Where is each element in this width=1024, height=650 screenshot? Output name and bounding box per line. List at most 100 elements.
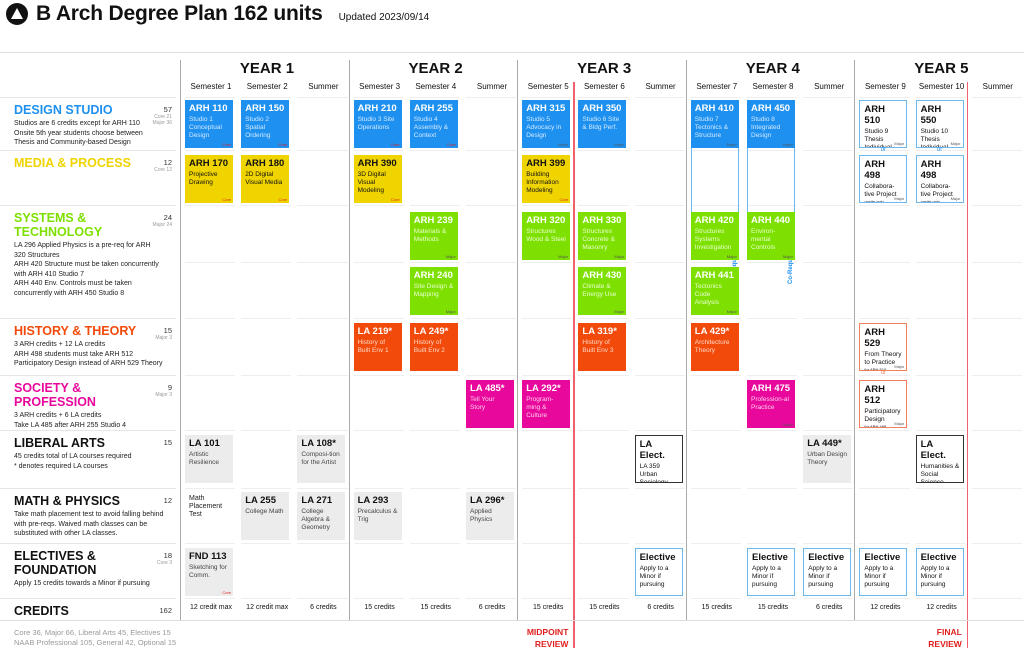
course-card-elective[interactable]: Elective Apply to a Minor if pursuing	[859, 548, 908, 596]
course-code: LA 108*	[301, 438, 336, 449]
units-total: 162	[159, 606, 172, 615]
course-note: onsite only	[864, 199, 884, 203]
course-name: Tectonics Code Analysis	[694, 283, 722, 306]
course-card-la-101[interactable]: LA 101 Artistic Resilience	[185, 435, 233, 483]
course-card-la-271[interactable]: LA 271 College Algebra & Geometry	[297, 492, 346, 540]
course-card-arh-210[interactable]: ARH 210 Studio 3 Site Operations Core	[353, 100, 402, 148]
course-card-la-292[interactable]: LA 292* Program-ming & Culture	[522, 380, 571, 428]
category-description: 3 ARH credits + 12 LA credits ARH 498 stu…	[14, 341, 163, 367]
row-separator	[185, 318, 236, 319]
course-card-arh-399[interactable]: ARH 399 Building Information Modeling Core	[522, 155, 571, 203]
course-tag: Major	[558, 254, 569, 259]
row-separator	[522, 598, 573, 599]
course-card-arh-512[interactable]: ARH 512 Participatory Design for ARH 498 Ma…	[859, 380, 908, 428]
course-card-la-293[interactable]: LA 293 Precalculus & Trig	[353, 492, 402, 540]
row-separator	[522, 375, 573, 376]
semester-credits: 6 credits	[647, 604, 674, 611]
course-card-arh-475[interactable]: ARH 475 Profession-al Practice Major	[747, 380, 795, 428]
course-tag: Major	[726, 254, 737, 259]
course-card-la-elect[interactable]: LA Elect. Humanities & Social Science	[915, 435, 964, 483]
row-separator	[859, 375, 910, 376]
row-separator	[578, 318, 629, 319]
course-name: Climate & Energy Use	[582, 283, 617, 298]
course-code: ARH 475	[751, 383, 791, 394]
category-design-studio: DESIGN STUDIO Studios are 6 credits excep…	[0, 97, 176, 148]
course-card-arh-450[interactable]: ARH 450 Studio 8 Integrated Design Major	[747, 100, 795, 148]
course-tag: Major	[614, 254, 625, 259]
course-card-fnd-113[interactable]: FND 113 Sketching for Comm. Core	[185, 548, 233, 596]
course-card-arh-410[interactable]: ARH 410 Studio 7 Tectonics & Structure Maj…	[690, 100, 739, 148]
row-separator	[409, 97, 460, 98]
course-card-arh-110[interactable]: ARH 110 Studio 1 Conceptual Design Core	[185, 100, 233, 148]
course-card-arh-320[interactable]: ARH 320 Structures Wood & Steel Major	[522, 212, 571, 260]
course-tag: Core	[390, 142, 400, 147]
course-card-arh-150[interactable]: ARH 150 Studio 2 Spatial Ordering Core	[241, 100, 290, 148]
or-label: or	[880, 147, 887, 153]
course-card-arh-510[interactable]: ARH 510 Studio 9 Thesis Individual Major	[859, 100, 908, 148]
course-card-arh-430[interactable]: ARH 430 Climate & Energy Use Major	[578, 267, 627, 315]
course-card-arh-498[interactable]: ARH 498 Collabora-tive Project onsite only…	[859, 155, 908, 203]
row-separator	[634, 97, 685, 98]
header-divider	[0, 52, 1024, 53]
course-code: LA 255	[245, 495, 276, 506]
row-separator	[241, 150, 292, 151]
course-card-la-485[interactable]: LA 485* Tell Your Story	[466, 380, 514, 428]
course-card-arh-440[interactable]: ARH 440 Environ-mental Controls Major	[747, 212, 795, 260]
course-card-arh-170[interactable]: ARH 170 Projective Drawing Core	[185, 155, 233, 203]
course-name: Structures Concrete & Masonry	[582, 228, 615, 251]
row-separator	[185, 430, 236, 431]
course-card-arh-315[interactable]: ARH 315 Studio 5 Advocacy in Design Major	[522, 100, 571, 148]
row-separator	[634, 375, 685, 376]
units-sub: Major 3	[155, 392, 172, 398]
school-logo-icon	[6, 3, 28, 25]
course-card-la-449[interactable]: LA 449* Urban Design Theory	[803, 435, 852, 483]
course-card-elective[interactable]: Elective Apply to a Minor if pursuing	[803, 548, 852, 596]
course-card-elective[interactable]: Elective Apply to a Minor if pursuing	[915, 548, 964, 596]
category-units: 9 Major 3	[155, 383, 172, 398]
course-card-arh-441[interactable]: ARH 441 Tectonics Code Analysis Major	[690, 267, 739, 315]
course-card-la-elect[interactable]: LA Elect. LA 359 Urban Sociology	[634, 435, 683, 483]
course-card-arh-330[interactable]: ARH 330 Structures Concrete & Masonry Majo…	[578, 212, 627, 260]
course-card-arh-180[interactable]: ARH 180 2D Digital Visual Media Core	[241, 155, 290, 203]
units-total: 18	[163, 551, 172, 560]
course-card-note[interactable]: Math Placement Test	[185, 492, 233, 540]
course-card-arh-240[interactable]: ARH 240 Site Design & Mapping Major	[409, 267, 458, 315]
course-card-la-219[interactable]: LA 219* History of Built Env 1	[353, 323, 402, 371]
course-card-arh-390[interactable]: ARH 390 3D Digital Visual Modeling Core	[353, 155, 402, 203]
course-name: From Theory to Practice	[864, 351, 902, 366]
course-card-la-319[interactable]: LA 319* History of Built Env 3	[578, 323, 627, 371]
course-card-arh-255[interactable]: ARH 255 Studio 4 Assembly & Context Core	[409, 100, 458, 148]
year-header: YEAR 4	[745, 60, 800, 77]
course-card-elective[interactable]: Elective Apply to a Minor if pursuing	[634, 548, 683, 596]
course-card-arh-420[interactable]: ARH 420 Structures Systems Investigation M…	[690, 212, 739, 260]
course-card-la-249[interactable]: LA 249* History of Built Env 2	[409, 323, 458, 371]
row-separator	[971, 318, 1022, 319]
semester-header: Semester 10	[918, 82, 965, 91]
year-divider	[685, 60, 687, 620]
row-separator	[971, 488, 1022, 489]
course-name: Studio 2 Spatial Ordering	[245, 116, 271, 139]
row-separator	[971, 262, 1022, 263]
row-separator	[915, 543, 966, 544]
units-total: 12	[163, 158, 172, 167]
row-separator	[634, 318, 685, 319]
midpoint-review-label: MIDPOINT REVIEW	[526, 627, 569, 649]
row-separator	[747, 262, 798, 263]
course-card-arh-529[interactable]: ARH 529 From Theory to Practice for ARH 51…	[859, 323, 908, 371]
course-card-arh-498[interactable]: ARH 498 Collabora-tive Project onsite only…	[915, 155, 964, 203]
course-card-arh-239[interactable]: ARH 239 Materials & Methods Major	[409, 212, 458, 260]
row-separator	[466, 97, 517, 98]
course-name: Apply to a Minor if pursuing	[920, 565, 950, 588]
course-card-la-429[interactable]: LA 429* Architecture Theory	[690, 323, 739, 371]
course-card-arh-550[interactable]: ARH 550 Studio 10 Thesis Individual Major	[915, 100, 964, 148]
row-separator	[971, 375, 1022, 376]
course-card-la-108[interactable]: LA 108* Composi-tion for the Artist	[297, 435, 346, 483]
course-tag: Core	[222, 142, 231, 147]
course-card-arh-350[interactable]: ARH 350 Studio 6 Site & Bldg Perf. Major	[578, 100, 627, 148]
course-card-la-255[interactable]: LA 255 College Math	[241, 492, 290, 540]
course-card-elective[interactable]: Elective Apply to a Minor if pursuing	[747, 548, 795, 596]
course-name: 2D Digital Visual Media	[245, 171, 283, 186]
course-name: Apply to a Minor if pursuing	[808, 565, 838, 588]
semester-credits: 15 credits	[701, 604, 732, 611]
course-card-la-296[interactable]: LA 296* Applied Physics	[466, 492, 514, 540]
